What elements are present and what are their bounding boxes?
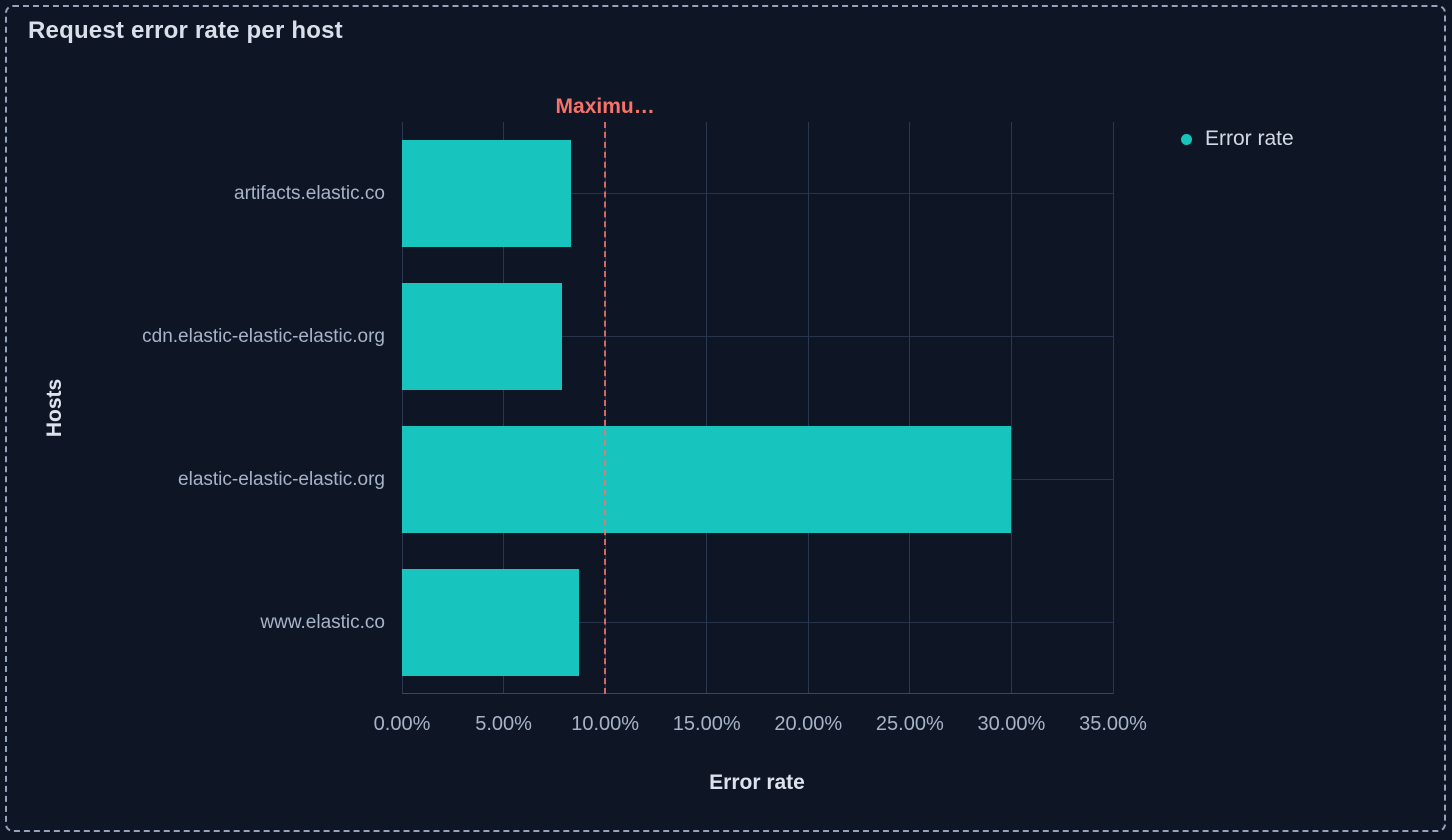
x-tick-label: 0.00% — [373, 713, 431, 735]
x-tick-label: 25.00% — [875, 713, 944, 735]
x-tick-label: 30.00% — [977, 713, 1046, 735]
x-axis-line — [402, 693, 1113, 694]
plot-area: Maximu… 0.00% 5.00% 10.00% 15.00% 20.00% 25.0… — [142, 95, 1147, 735]
x-gridline — [503, 122, 505, 694]
x-gridline — [1010, 122, 1012, 694]
bar-cdn.elastic-elastic-elastic.org[interactable] — [402, 282, 563, 391]
y-category-label: www.elastic.co — [260, 611, 385, 633]
x-gridline — [1112, 122, 1114, 694]
bar-elastic-elastic-elastic.org[interactable] — [402, 425, 1012, 534]
threshold-label: Maximu… — [555, 95, 655, 118]
x-gridline — [706, 122, 708, 694]
x-gridline — [401, 122, 403, 694]
y-gridline — [402, 336, 1113, 337]
threshold-line — [603, 122, 606, 694]
x-gridline — [807, 122, 809, 694]
y-category-label: artifacts.elastic.co — [234, 182, 385, 204]
x-axis-title: Error rate — [709, 771, 805, 794]
legend-dot-icon — [1181, 133, 1192, 145]
x-gridline — [909, 122, 911, 694]
y-category-label: elastic-elastic-elastic.org — [178, 468, 385, 490]
legend-series-label[interactable]: Error rate — [1205, 127, 1294, 150]
legend: Error rate — [1181, 127, 1294, 151]
y-gridline — [402, 193, 1113, 194]
x-tick-label: 10.00% — [571, 713, 640, 735]
y-axis-title: Hosts — [43, 378, 66, 438]
x-tick-label: 35.00% — [1079, 713, 1147, 735]
x-tick-label: 5.00% — [475, 713, 532, 735]
bar-artifacts.elastic.co[interactable] — [402, 139, 571, 248]
panel-title: Request error rate per host — [28, 17, 343, 44]
y-category-label: cdn.elastic-elastic-elastic.org — [142, 325, 385, 347]
y-gridline — [402, 622, 1113, 623]
x-tick-label: 20.00% — [774, 713, 843, 735]
bar-www.elastic.co[interactable] — [402, 568, 579, 677]
x-tick-label: 15.00% — [672, 713, 741, 735]
